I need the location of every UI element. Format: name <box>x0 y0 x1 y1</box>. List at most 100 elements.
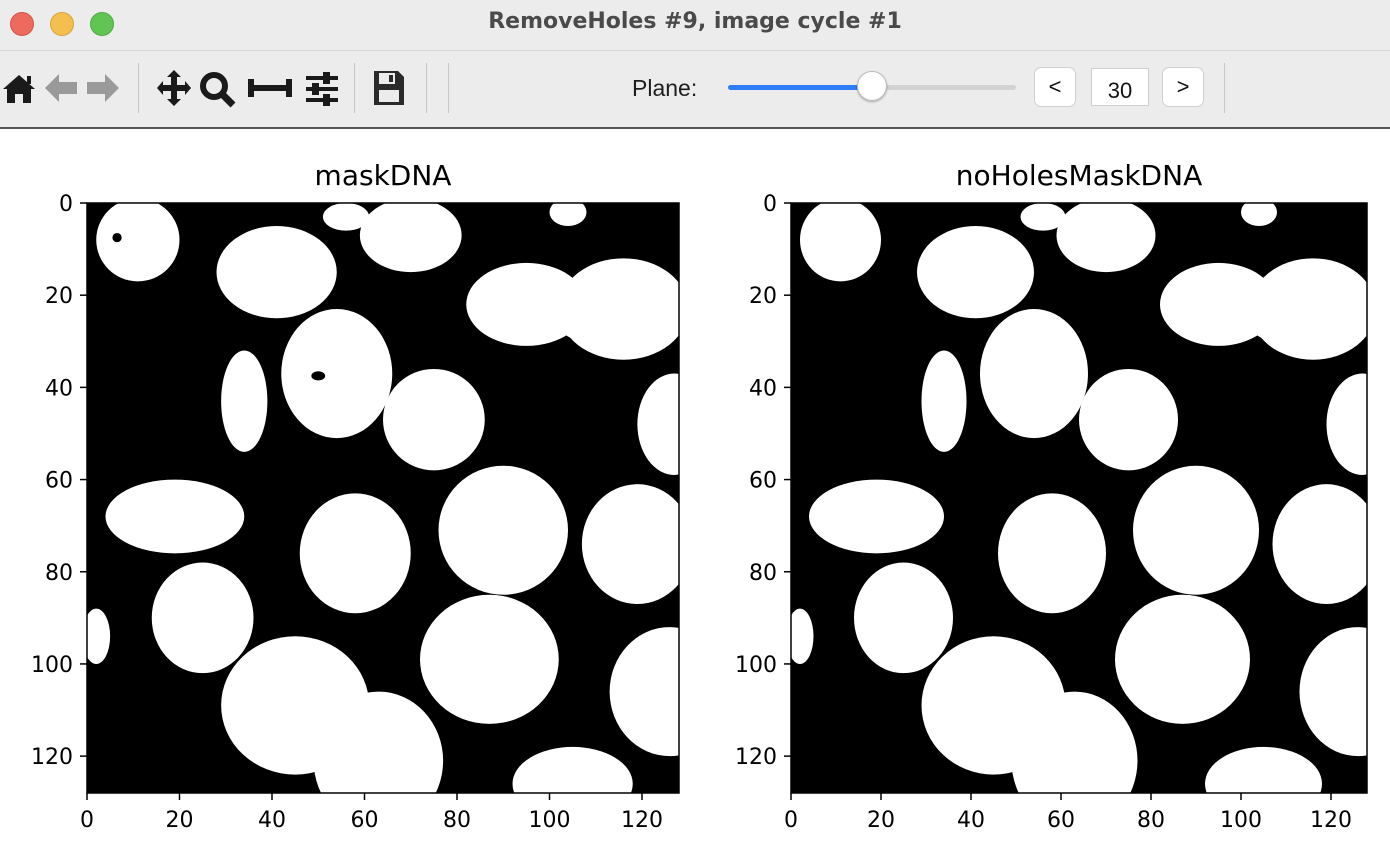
plane-slider-fill <box>728 85 872 90</box>
close-window-button[interactable] <box>10 12 34 36</box>
back-arrow-icon[interactable] <box>42 65 80 111</box>
plane-label: Plane: <box>632 75 698 101</box>
y-tick-label: 0 <box>763 192 777 217</box>
nucleus <box>1115 594 1250 724</box>
nucleus <box>980 309 1088 439</box>
nuclei-layer <box>791 203 1367 793</box>
nucleus <box>609 627 679 757</box>
nucleus <box>466 262 587 346</box>
nucleus <box>1299 627 1367 757</box>
previous-plane-button[interactable]: < <box>1034 67 1076 107</box>
home-icon[interactable] <box>0 65 38 111</box>
minimize-window-button[interactable] <box>50 12 74 36</box>
x-tick-label: 0 <box>784 808 798 833</box>
x-tick-label: 80 <box>443 808 471 833</box>
nucleus <box>1020 203 1066 231</box>
zoom-icon[interactable] <box>198 65 236 111</box>
y-tick-label: 20 <box>45 284 73 309</box>
nucleus <box>917 226 1034 319</box>
nucleus <box>1133 465 1259 595</box>
nucleus <box>216 226 337 319</box>
nucleus <box>105 479 245 554</box>
nucleus <box>299 493 411 614</box>
y-tick-label: 0 <box>59 192 73 217</box>
panel-title: noHolesMaskDNA <box>956 159 1202 192</box>
toolbar-separator <box>448 63 449 113</box>
y-tick-label: 60 <box>749 469 777 494</box>
nuclei-layer <box>87 203 679 793</box>
y-tick-label: 20 <box>749 284 777 309</box>
x-tick-label: 60 <box>351 808 379 833</box>
nucleus <box>1079 368 1178 471</box>
nucleus <box>512 746 633 793</box>
save-icon[interactable] <box>370 65 406 111</box>
next-plane-button[interactable]: > <box>1162 67 1204 107</box>
x-tick-label: 80 <box>1137 808 1165 833</box>
toolbar-separator <box>1224 63 1225 113</box>
x-tick-label: 60 <box>1047 808 1075 833</box>
axes-frame <box>790 202 1368 794</box>
nucleus <box>1250 304 1304 342</box>
nucleus <box>1326 373 1367 475</box>
nucleus <box>1056 203 1156 273</box>
y-tick-label: 40 <box>45 376 73 401</box>
window-title-bar: RemoveHoles #9, image cycle #1 <box>0 0 1390 50</box>
nucleus <box>791 608 814 664</box>
nucleus <box>87 608 111 664</box>
nucleus <box>359 203 462 273</box>
nucleus <box>809 479 944 554</box>
nucleus <box>1160 262 1277 346</box>
x-tick-label: 20 <box>166 808 194 833</box>
x-tick-label: 20 <box>867 808 895 833</box>
x-tick-label: 100 <box>1220 808 1262 833</box>
nucleus <box>383 368 485 471</box>
nucleus <box>558 304 615 342</box>
nucleus <box>322 203 370 231</box>
plane-slider-handle[interactable] <box>857 71 887 101</box>
nucleus <box>581 484 679 604</box>
plane-number-field[interactable]: 30 <box>1091 68 1149 106</box>
configure-icon[interactable] <box>304 65 340 111</box>
nucleus <box>313 691 444 793</box>
nucleus <box>1205 746 1322 793</box>
nucleus <box>1011 691 1138 793</box>
toolbar-separator <box>426 63 427 113</box>
nucleus <box>637 373 679 475</box>
figure-canvas[interactable]: maskDNA 0 20 40 60 80 100 120 0 20 40 60 80 100 120 noH… <box>0 131 1390 856</box>
x-tick-label: 120 <box>1310 808 1352 833</box>
y-tick-label: 80 <box>45 561 73 586</box>
panel-2: noHolesMaskDNA 0 20 40 60 80 100 120 0 20 40 60 80 10… <box>735 159 1368 833</box>
figure-svg: maskDNA 0 20 40 60 80 100 120 0 20 40 60 80 100 120 noH… <box>31 159 1368 833</box>
y-tick-label: 40 <box>749 376 777 401</box>
panel-title: maskDNA <box>315 159 452 192</box>
nucleus <box>549 203 587 227</box>
toolbar-separator <box>138 63 139 113</box>
panel-1: maskDNA 0 20 40 60 80 100 120 0 20 40 60 80 100 120 <box>31 159 680 833</box>
hole <box>112 232 122 243</box>
x-tick-label: 0 <box>80 808 94 833</box>
x-tick-label: 40 <box>258 808 286 833</box>
subplots-icon[interactable] <box>246 65 294 111</box>
y-tick-label: 120 <box>31 745 73 770</box>
nucleus <box>998 493 1106 614</box>
nucleus <box>854 562 953 674</box>
toolbar-separator <box>354 63 355 113</box>
forward-arrow-icon[interactable] <box>84 65 122 111</box>
y-tick-label: 60 <box>45 469 73 494</box>
y-tick-label: 100 <box>735 653 777 678</box>
nucleus <box>438 465 568 595</box>
y-tick-label: 120 <box>735 745 777 770</box>
pan-icon[interactable] <box>156 65 192 111</box>
nucleus <box>151 562 254 674</box>
nucleus <box>921 350 967 452</box>
nucleus <box>1272 484 1367 604</box>
nucleus <box>96 203 180 282</box>
y-tick-label: 100 <box>31 653 73 678</box>
zoom-window-button[interactable] <box>90 12 114 36</box>
axes-frame <box>86 202 680 794</box>
nucleus <box>420 594 559 724</box>
x-tick-label: 40 <box>957 808 985 833</box>
nucleus <box>221 350 268 452</box>
window-title: RemoveHoles #9, image cycle #1 <box>488 9 902 34</box>
nucleus <box>800 203 881 282</box>
